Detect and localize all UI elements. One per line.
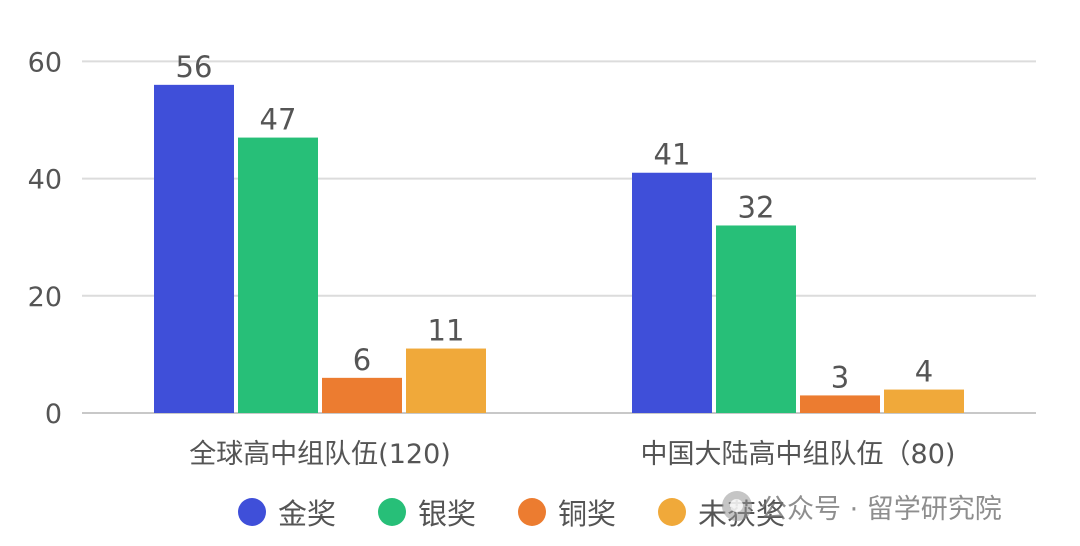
data-label-gold-1: 56 <box>176 50 213 84</box>
y-tick-label-60: 60 <box>28 47 62 78</box>
x-axis-categories: 全球高中组队伍(120) 中国大陆高中组队伍（80) <box>189 439 955 470</box>
legend-item-silver[interactable]: 银奖 <box>378 491 476 533</box>
y-axis-ticks: 0 20 40 60 <box>28 47 62 430</box>
y-tick-label-40: 40 <box>28 165 62 196</box>
data-label-no-award-2: 4 <box>915 355 933 389</box>
bars <box>154 84 964 413</box>
legend-swatch-bronze <box>518 498 547 526</box>
y-tick-label-20: 20 <box>28 282 62 313</box>
legend-swatch-gold <box>238 498 266 526</box>
data-labels: 56 47 6 11 41 32 3 4 <box>176 50 934 395</box>
x-category-label-1: 全球高中组队伍(120) <box>189 439 451 470</box>
bar-silver-1[interactable] <box>238 137 318 413</box>
y-tick-label-0: 0 <box>45 399 62 430</box>
legend-item-bronze[interactable]: 铜奖 <box>518 491 616 533</box>
data-label-no-award-1: 11 <box>428 314 465 348</box>
legend-label-bronze: 铜奖 <box>558 497 617 531</box>
bar-silver-2[interactable] <box>716 225 796 413</box>
data-label-silver-1: 47 <box>260 103 297 137</box>
bar-bronze-1[interactable] <box>322 377 402 413</box>
bar-bronze-2[interactable] <box>800 395 880 413</box>
bar-no-award-2[interactable] <box>884 389 964 413</box>
x-category-label-2: 中国大陆高中组队伍（80) <box>641 439 956 470</box>
legend-label-silver: 银奖 <box>418 497 477 531</box>
bar-gold-1[interactable] <box>154 84 234 413</box>
watermark: 公众号 · 留学研究院 <box>722 486 1002 526</box>
legend-item-no-award[interactable]: 未获奖 <box>658 491 785 533</box>
legend: 金奖 银奖 铜奖 未获奖 <box>238 488 827 536</box>
legend-item-gold[interactable]: 金奖 <box>238 491 336 533</box>
legend-swatch-no-award <box>658 498 687 526</box>
watermark-text: 公众号 · 留学研究院 <box>760 493 1002 525</box>
data-label-bronze-1: 6 <box>353 343 371 377</box>
data-label-silver-2: 32 <box>738 190 775 224</box>
bar-gold-2[interactable] <box>632 172 712 413</box>
bar-no-award-1[interactable] <box>406 348 486 413</box>
wechat-icon <box>722 491 752 521</box>
data-label-gold-2: 41 <box>654 138 691 172</box>
legend-swatch-silver <box>378 498 407 526</box>
legend-label-gold: 金奖 <box>278 497 337 531</box>
data-label-bronze-2: 3 <box>831 360 849 394</box>
